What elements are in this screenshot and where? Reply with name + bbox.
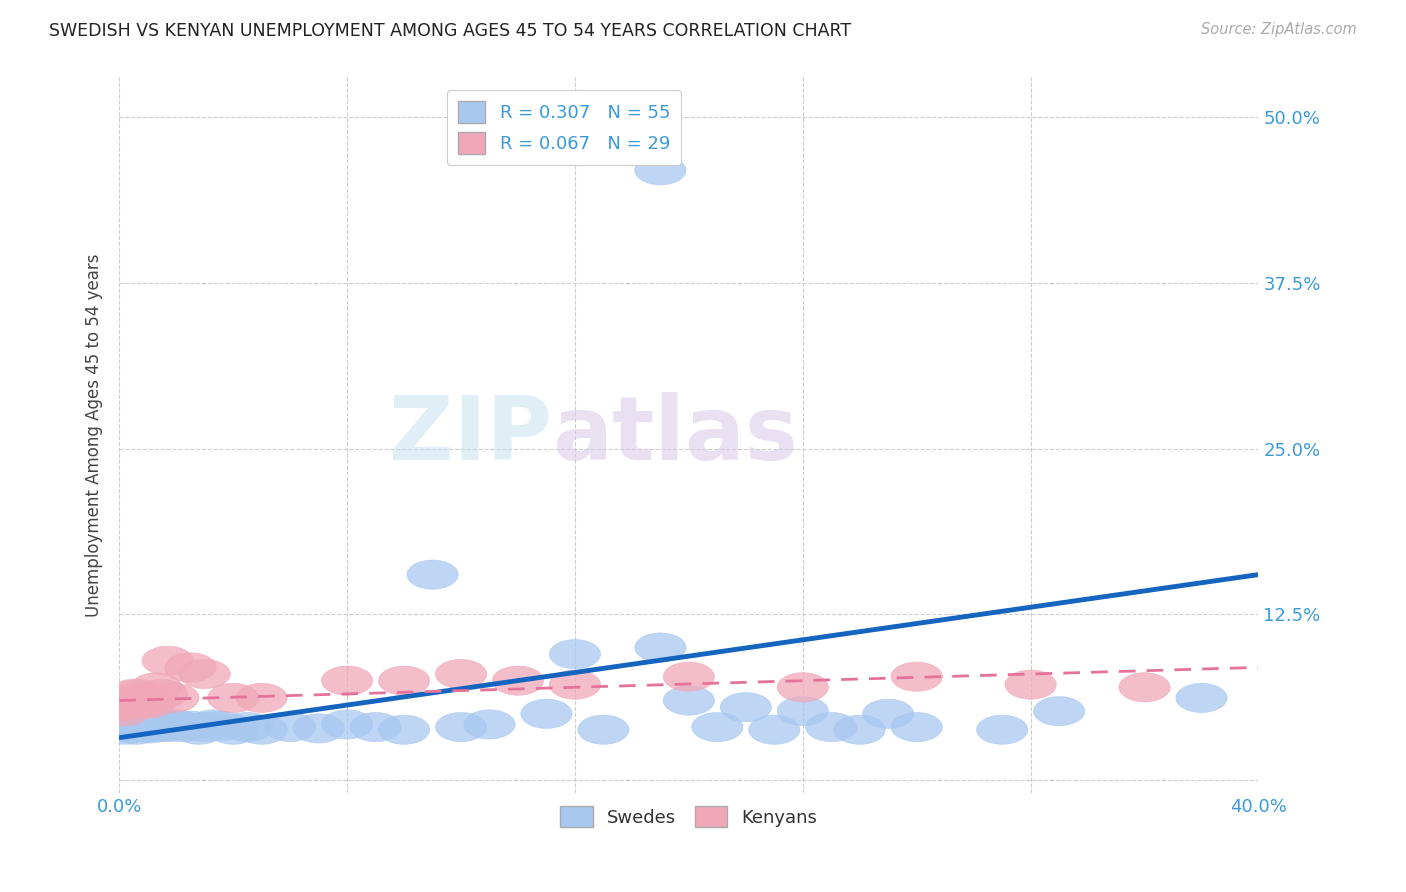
Ellipse shape xyxy=(139,711,190,740)
Ellipse shape xyxy=(378,715,430,744)
Ellipse shape xyxy=(103,689,153,718)
Ellipse shape xyxy=(863,699,914,729)
Ellipse shape xyxy=(378,666,430,695)
Ellipse shape xyxy=(1033,697,1085,726)
Ellipse shape xyxy=(806,713,856,741)
Text: Source: ZipAtlas.com: Source: ZipAtlas.com xyxy=(1201,22,1357,37)
Ellipse shape xyxy=(222,713,273,741)
Ellipse shape xyxy=(100,697,150,726)
Ellipse shape xyxy=(105,711,156,740)
Ellipse shape xyxy=(148,683,200,713)
Ellipse shape xyxy=(165,653,217,682)
Ellipse shape xyxy=(97,713,148,741)
Ellipse shape xyxy=(105,686,156,715)
Text: atlas: atlas xyxy=(553,392,799,479)
Ellipse shape xyxy=(100,715,150,744)
Ellipse shape xyxy=(664,662,714,691)
Ellipse shape xyxy=(292,714,344,743)
Ellipse shape xyxy=(114,680,165,708)
Ellipse shape xyxy=(145,710,197,739)
Ellipse shape xyxy=(108,713,159,741)
Ellipse shape xyxy=(142,646,193,675)
Ellipse shape xyxy=(748,715,800,744)
Ellipse shape xyxy=(664,686,714,715)
Ellipse shape xyxy=(108,680,159,708)
Ellipse shape xyxy=(891,662,942,691)
Ellipse shape xyxy=(122,713,173,741)
Text: SWEDISH VS KENYAN UNEMPLOYMENT AMONG AGES 45 TO 54 YEARS CORRELATION CHART: SWEDISH VS KENYAN UNEMPLOYMENT AMONG AGE… xyxy=(49,22,852,40)
Ellipse shape xyxy=(125,714,176,743)
Ellipse shape xyxy=(1005,670,1056,699)
Ellipse shape xyxy=(179,713,231,741)
Legend: Swedes, Kenyans: Swedes, Kenyans xyxy=(553,799,824,834)
Ellipse shape xyxy=(125,689,176,718)
Ellipse shape xyxy=(350,713,401,741)
Y-axis label: Unemployment Among Ages 45 to 54 years: Unemployment Among Ages 45 to 54 years xyxy=(86,253,103,617)
Ellipse shape xyxy=(464,710,515,739)
Ellipse shape xyxy=(520,699,572,729)
Ellipse shape xyxy=(114,710,165,739)
Ellipse shape xyxy=(778,673,828,702)
Ellipse shape xyxy=(122,683,173,713)
Ellipse shape xyxy=(578,715,628,744)
Ellipse shape xyxy=(111,715,162,744)
Ellipse shape xyxy=(406,560,458,590)
Ellipse shape xyxy=(150,710,202,739)
Ellipse shape xyxy=(111,686,162,715)
Ellipse shape xyxy=(264,713,316,741)
Ellipse shape xyxy=(208,683,259,713)
Ellipse shape xyxy=(1119,673,1170,702)
Ellipse shape xyxy=(117,689,167,718)
Ellipse shape xyxy=(692,713,742,741)
Ellipse shape xyxy=(97,692,148,722)
Ellipse shape xyxy=(634,156,686,185)
Ellipse shape xyxy=(120,686,170,715)
Ellipse shape xyxy=(131,708,181,738)
Ellipse shape xyxy=(108,707,159,736)
Ellipse shape xyxy=(977,715,1028,744)
Ellipse shape xyxy=(322,710,373,739)
Ellipse shape xyxy=(156,713,208,741)
Ellipse shape xyxy=(148,711,200,740)
Ellipse shape xyxy=(120,711,170,740)
Ellipse shape xyxy=(136,710,187,739)
Ellipse shape xyxy=(322,666,373,695)
Ellipse shape xyxy=(891,713,942,741)
Ellipse shape xyxy=(236,683,287,713)
Ellipse shape xyxy=(834,715,886,744)
Ellipse shape xyxy=(187,710,239,739)
Ellipse shape xyxy=(634,633,686,662)
Ellipse shape xyxy=(236,715,287,744)
Ellipse shape xyxy=(117,708,167,738)
Ellipse shape xyxy=(131,673,181,702)
Ellipse shape xyxy=(197,711,247,740)
Ellipse shape xyxy=(550,640,600,669)
Ellipse shape xyxy=(208,715,259,744)
Ellipse shape xyxy=(128,711,179,740)
Text: ZIP: ZIP xyxy=(389,392,553,479)
Ellipse shape xyxy=(778,697,828,726)
Ellipse shape xyxy=(550,670,600,699)
Ellipse shape xyxy=(1175,683,1227,713)
Ellipse shape xyxy=(136,680,187,708)
Ellipse shape xyxy=(165,711,217,740)
Ellipse shape xyxy=(173,715,225,744)
Ellipse shape xyxy=(142,713,193,741)
Ellipse shape xyxy=(720,692,772,722)
Ellipse shape xyxy=(179,659,231,689)
Ellipse shape xyxy=(103,710,153,739)
Ellipse shape xyxy=(436,659,486,689)
Ellipse shape xyxy=(436,713,486,741)
Ellipse shape xyxy=(492,666,544,695)
Ellipse shape xyxy=(134,713,184,741)
